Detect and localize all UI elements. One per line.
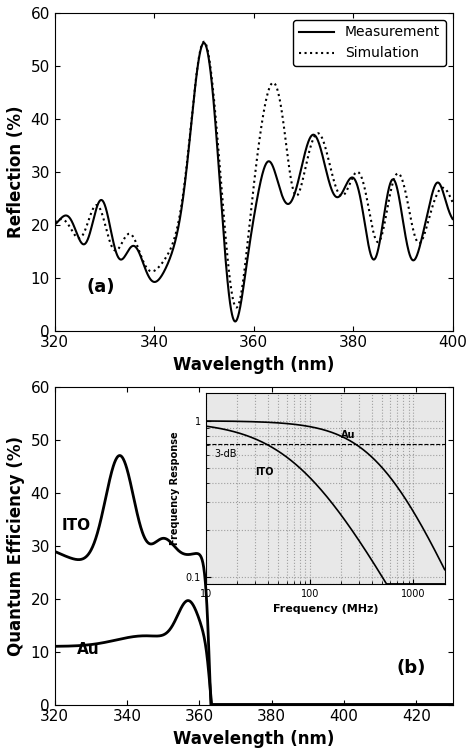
Y-axis label: Quantum Efficiency (%): Quantum Efficiency (%) xyxy=(7,436,25,656)
Measurement xyxy=(438,183,444,192)
Measurement xyxy=(246,246,251,255)
Simulation xyxy=(235,301,241,310)
Measurement xyxy=(438,183,444,192)
Line: Measurement: Measurement xyxy=(55,43,453,322)
Simulation xyxy=(72,231,78,240)
Text: ITO: ITO xyxy=(62,518,91,533)
Simulation xyxy=(201,37,207,46)
Simulation xyxy=(450,198,456,207)
X-axis label: Wavelength (nm): Wavelength (nm) xyxy=(173,730,334,748)
Measurement xyxy=(232,317,238,326)
Measurement xyxy=(235,312,241,321)
Measurement xyxy=(201,39,207,48)
Legend: Measurement, Simulation: Measurement, Simulation xyxy=(293,20,446,66)
Measurement xyxy=(72,224,78,233)
Y-axis label: Reflection (%): Reflection (%) xyxy=(7,106,25,238)
Measurement xyxy=(450,214,456,223)
Simulation xyxy=(246,229,251,238)
Line: Simulation: Simulation xyxy=(55,42,453,307)
Simulation xyxy=(365,202,371,211)
Simulation xyxy=(52,217,57,226)
Measurement xyxy=(52,220,57,230)
Simulation xyxy=(438,183,444,193)
Text: (b): (b) xyxy=(397,659,426,677)
Measurement xyxy=(365,240,371,249)
Text: Au: Au xyxy=(76,643,99,658)
Simulation xyxy=(234,303,239,312)
Text: (a): (a) xyxy=(87,279,115,297)
X-axis label: Wavelength (nm): Wavelength (nm) xyxy=(173,356,334,374)
Simulation xyxy=(438,183,444,193)
